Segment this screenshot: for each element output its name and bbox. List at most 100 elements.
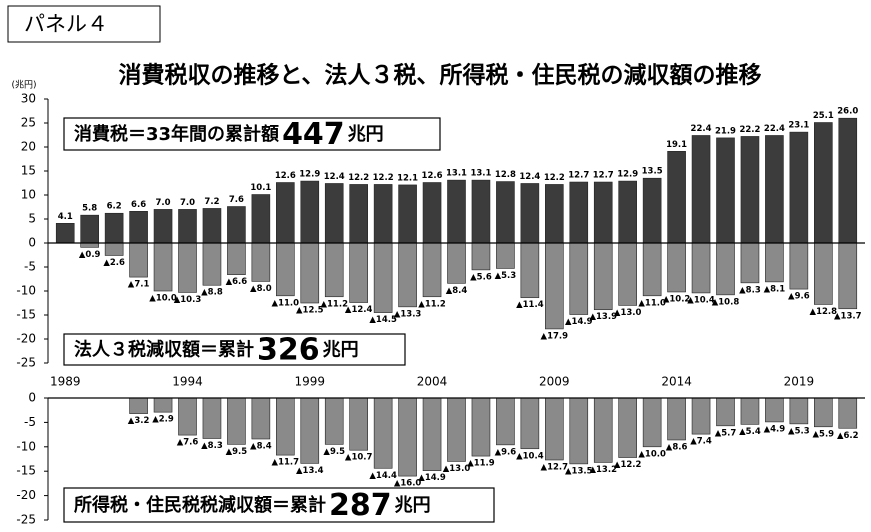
value-label: 22.2	[739, 125, 760, 135]
bar	[740, 136, 760, 244]
bar	[496, 181, 515, 244]
bar	[789, 397, 809, 425]
bar	[300, 397, 320, 464]
value-label: ▲12.7	[541, 462, 569, 472]
bar	[202, 208, 222, 244]
bar	[545, 242, 564, 330]
annotation-box	[63, 117, 441, 151]
value-label: ▲10.2	[663, 294, 691, 304]
value-label: ▲0.9	[79, 250, 101, 260]
value-label: ▲8.1	[764, 284, 786, 294]
y-tick-label: -10	[16, 439, 36, 453]
bar	[569, 242, 589, 315]
bar	[569, 397, 589, 465]
value-label: ▲8.0	[250, 284, 272, 294]
bar	[300, 242, 320, 304]
bar	[104, 212, 124, 244]
bar	[642, 397, 662, 448]
value-label: ▲10.7	[345, 453, 373, 463]
annotation-text: 所得税・住民税税減収額＝累計	[74, 494, 326, 516]
bar	[691, 135, 711, 244]
bar	[324, 242, 344, 298]
y-tick-label: 0	[28, 391, 36, 405]
bar	[642, 177, 662, 244]
x-tick-label: 2014	[661, 375, 692, 389]
bar	[398, 242, 417, 308]
bar	[618, 242, 637, 306]
value-label: ▲14.9	[565, 317, 593, 327]
value-label: ▲9.6	[495, 447, 517, 457]
value-label: ▲10.3	[174, 295, 202, 305]
value-label: ▲8.3	[201, 441, 223, 451]
bar	[373, 397, 393, 469]
annotation-text: 消費税＝33年間の累計額	[74, 123, 279, 145]
value-label: ▲7.6	[177, 438, 199, 448]
y-tick-label: 0	[28, 236, 36, 250]
value-label: ▲14.4	[369, 471, 397, 481]
value-label: 12.7	[568, 171, 589, 181]
value-label: 5.8	[82, 204, 97, 214]
annotation-text: 法人３税減収額＝累計	[74, 339, 254, 361]
value-label: 13.1	[446, 169, 467, 179]
value-label: ▲5.6	[470, 272, 492, 282]
bar	[569, 181, 589, 244]
value-label: 21.9	[715, 126, 736, 136]
y-tick-label: 5	[28, 212, 36, 226]
bar	[178, 397, 197, 436]
value-label: ▲13.7	[834, 311, 862, 321]
bar	[593, 242, 613, 311]
annotation: 所得税・住民税税減収額＝累計 287 兆円	[74, 488, 431, 523]
bar	[765, 397, 784, 423]
annotation: 法人３税減収額＝累計 326 兆円	[74, 332, 359, 367]
bar	[740, 242, 760, 284]
panel-label: パネル４	[24, 12, 108, 36]
value-label: ▲13.0	[443, 464, 471, 474]
bar	[300, 180, 320, 244]
bar	[55, 223, 75, 244]
value-label: ▲13.2	[589, 465, 617, 475]
value-label: ▲6.6	[226, 277, 248, 287]
bar	[153, 397, 173, 413]
value-label: ▲12.5	[296, 306, 324, 316]
bar	[276, 242, 295, 297]
bar	[129, 211, 148, 244]
value-label: 7.6	[229, 195, 244, 205]
value-label: ▲8.6	[666, 442, 688, 452]
y-tick-label: -10	[16, 284, 36, 298]
value-label: ▲11.2	[320, 299, 348, 309]
bar	[618, 397, 637, 458]
bar	[520, 397, 540, 450]
x-tick-label: 2009	[539, 375, 570, 389]
value-label: ▲10.4	[516, 451, 544, 461]
value-label: 12.1	[397, 173, 418, 183]
bar	[80, 242, 99, 248]
value-label: 7.2	[204, 197, 219, 207]
bar	[691, 242, 711, 294]
y-tick-label: 15	[21, 164, 36, 178]
chart-title: 消費税収の推移と、法人３税、所得税・住民税の減収額の推移	[118, 62, 761, 89]
value-label: ▲13.0	[614, 308, 642, 318]
value-label: ▲10.8	[712, 297, 740, 307]
bar	[349, 397, 368, 451]
bar	[471, 397, 491, 457]
bar	[471, 179, 491, 244]
bar	[740, 397, 760, 425]
value-label: ▲14.9	[418, 473, 446, 483]
bar	[398, 397, 417, 477]
value-label: 12.6	[422, 171, 443, 181]
x-tick-label: 1989	[50, 375, 81, 389]
bar	[691, 397, 711, 435]
value-label: ▲8.3	[739, 285, 761, 295]
bar	[789, 242, 809, 290]
y-tick-label: -25	[16, 356, 36, 370]
bar	[202, 242, 222, 286]
value-label: 22.4	[691, 124, 712, 134]
annotation-unit: 兆円	[348, 124, 384, 145]
value-label: ▲4.9	[764, 424, 786, 434]
value-label: ▲13.3	[394, 309, 422, 319]
annotation-value: 447	[282, 117, 345, 152]
bar	[838, 397, 858, 429]
bar	[447, 179, 466, 244]
bar	[251, 397, 271, 440]
